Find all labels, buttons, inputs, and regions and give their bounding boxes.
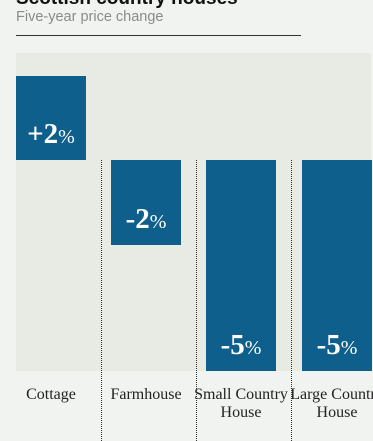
bar-value-unit: % (340, 337, 358, 359)
bar (16, 76, 86, 161)
category-divider (291, 160, 292, 441)
bar-value-unit: % (149, 210, 167, 233)
bar-value-label: -2% (111, 203, 181, 236)
category-label: Small Country House (194, 386, 288, 421)
chart-title: Scottish country houses (16, 0, 238, 10)
category-label: Cottage (26, 386, 76, 403)
bar-value-number: +2 (27, 118, 59, 151)
bar-value-unit: % (58, 126, 75, 149)
bar (206, 160, 276, 371)
bar (302, 160, 372, 371)
bar-value-label: -5% (302, 329, 372, 362)
bar-value-unit: % (244, 337, 262, 359)
chart-subtitle: Five-year price change (16, 9, 164, 25)
bar-value-number: -5 (220, 329, 245, 361)
bar-value-number: -5 (316, 329, 341, 361)
bar-value-label: +2% (16, 118, 86, 151)
bar-value-number: -2 (125, 202, 150, 235)
bar (111, 160, 181, 245)
category-label: Farmhouse (110, 386, 182, 403)
bar-value-label: -5% (206, 329, 276, 362)
category-divider (196, 160, 197, 441)
category-divider (101, 160, 102, 441)
category-label: Large Country House (290, 386, 373, 421)
title-rule (16, 35, 301, 36)
